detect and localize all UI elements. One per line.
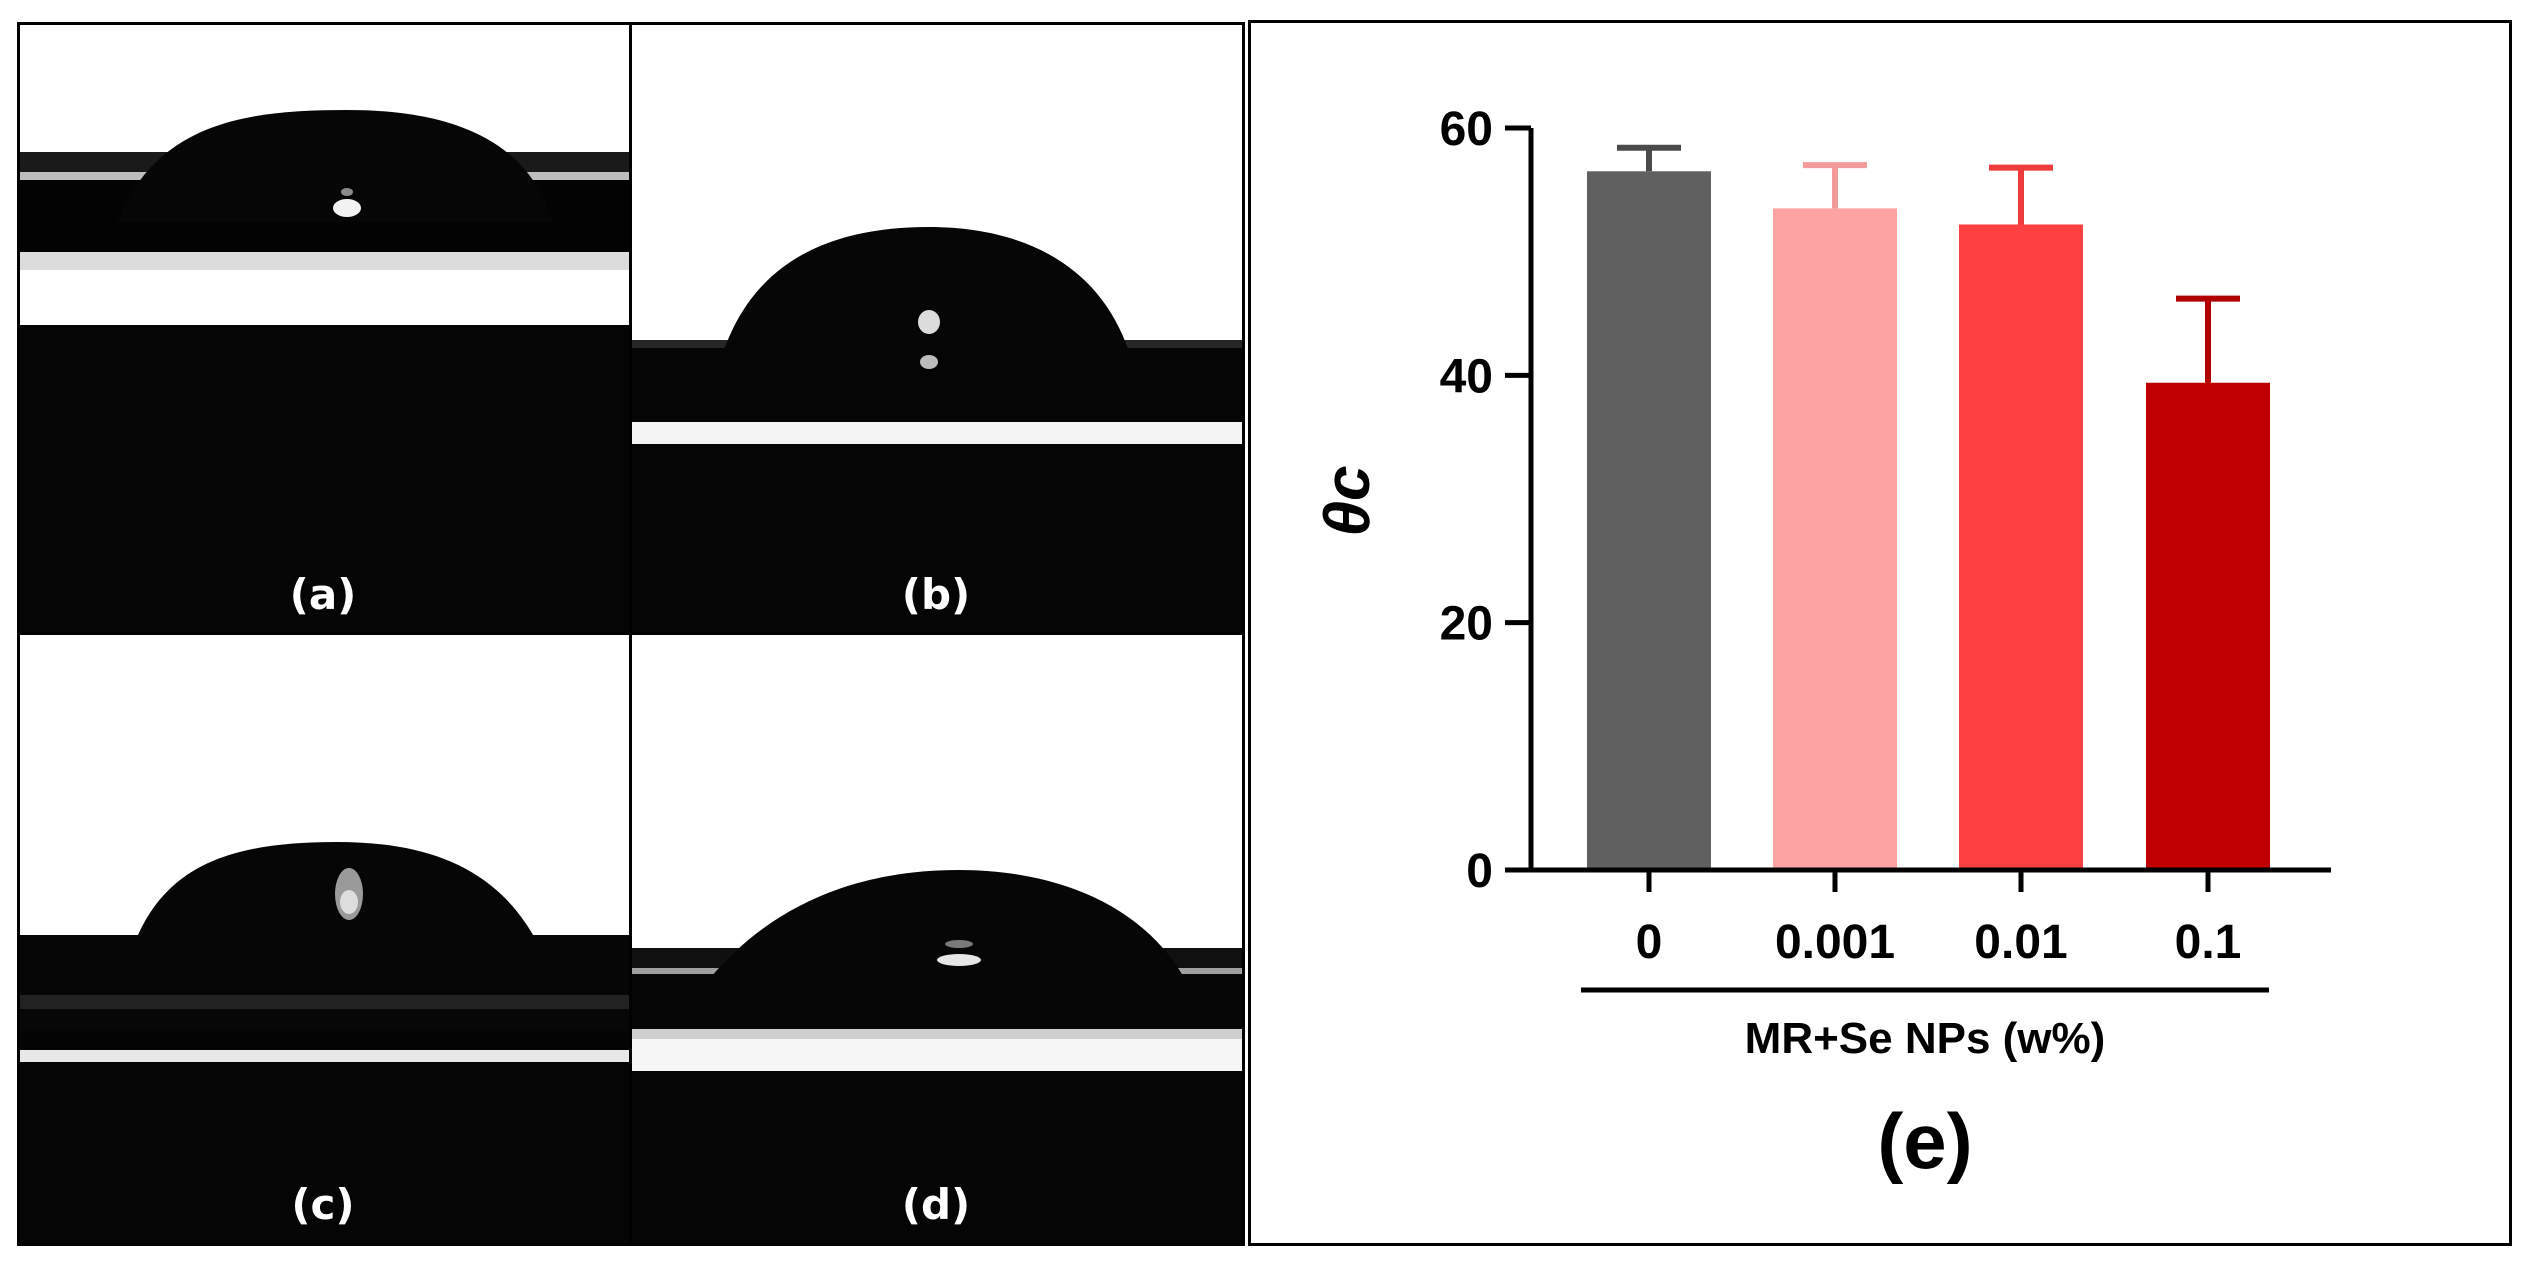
x-tick-label-0.1: 0.1	[2175, 916, 2242, 969]
droplet-image-a	[17, 22, 629, 632]
y-tick-label-60: 60	[1440, 103, 1493, 156]
bar-0	[1587, 171, 1711, 871]
photo-label-a: (a)	[289, 570, 357, 619]
photo-label-c: (c)	[291, 1180, 355, 1229]
y-ticks: 0 20 40 60	[1440, 103, 1531, 898]
bar-0.001	[1773, 208, 1897, 871]
droplet-image-b	[629, 22, 1243, 632]
x-ticks: 0 0.001 0.01 0.1	[1636, 870, 2242, 969]
panel-label-e: (e)	[1877, 1097, 1972, 1185]
y-axis-label: θc	[1311, 465, 1383, 536]
photo-label-d: (d)	[901, 1180, 971, 1229]
photo-label-b: (b)	[901, 570, 971, 619]
bars-layer	[1587, 171, 2270, 871]
droplet-image-c	[17, 632, 629, 1244]
y-tick-label-0: 0	[1466, 845, 1493, 898]
x-axis-label: MR+Se NPs (w%)	[1745, 1014, 2106, 1063]
bar-0.01	[1959, 224, 2083, 870]
x-tick-label-0.001: 0.001	[1775, 916, 1895, 969]
droplet-photo-c: (c)	[17, 632, 629, 1244]
y-tick-label-20: 20	[1440, 598, 1493, 651]
bar-0.1	[2146, 382, 2270, 870]
y-tick-label-40: 40	[1440, 350, 1493, 403]
droplet-photo-d: (d)	[629, 632, 1243, 1244]
error-bars-layer	[1617, 144, 2240, 383]
droplet-image-d	[629, 632, 1243, 1244]
x-tick-label-0.01: 0.01	[1974, 916, 2067, 969]
chart-panel: 0 20 40 60 0 0.001 0.01 0.1 MR+Se NPs (w%) θc …	[1248, 20, 2512, 1246]
x-tick-label-0: 0	[1636, 916, 1663, 969]
droplet-photo-a: (a)	[17, 22, 629, 632]
droplet-photo-b: (b)	[629, 22, 1243, 632]
